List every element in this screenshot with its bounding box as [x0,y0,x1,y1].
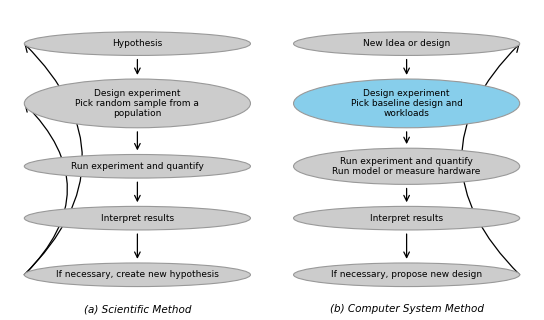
Text: Design experiment
Pick baseline design and
workloads: Design experiment Pick baseline design a… [351,89,462,118]
Text: Interpret results: Interpret results [101,214,174,223]
Ellipse shape [24,263,250,287]
Text: Interpret results: Interpret results [370,214,443,223]
Text: Hypothesis: Hypothesis [112,39,163,48]
Text: If necessary, create new hypothesis: If necessary, create new hypothesis [56,270,219,279]
Text: New Idea or design: New Idea or design [363,39,450,48]
FancyArrowPatch shape [462,44,520,275]
Text: Design experiment
Pick random sample from a
population: Design experiment Pick random sample fro… [76,89,199,118]
Text: Run experiment and quantify: Run experiment and quantify [71,162,204,171]
Ellipse shape [24,79,250,128]
Text: If necessary, propose new design: If necessary, propose new design [331,270,482,279]
Ellipse shape [294,263,520,287]
Text: (a) Scientific Method: (a) Scientific Method [84,304,191,314]
Ellipse shape [24,155,250,178]
Text: (b) Computer System Method: (b) Computer System Method [330,304,484,314]
Ellipse shape [294,148,520,184]
Ellipse shape [24,206,250,230]
Ellipse shape [24,32,250,55]
Ellipse shape [294,79,520,128]
FancyArrowPatch shape [24,104,67,275]
Ellipse shape [294,32,520,55]
Ellipse shape [294,206,520,230]
FancyArrowPatch shape [24,44,82,275]
Text: Run experiment and quantify
Run model or measure hardware: Run experiment and quantify Run model or… [332,156,481,176]
